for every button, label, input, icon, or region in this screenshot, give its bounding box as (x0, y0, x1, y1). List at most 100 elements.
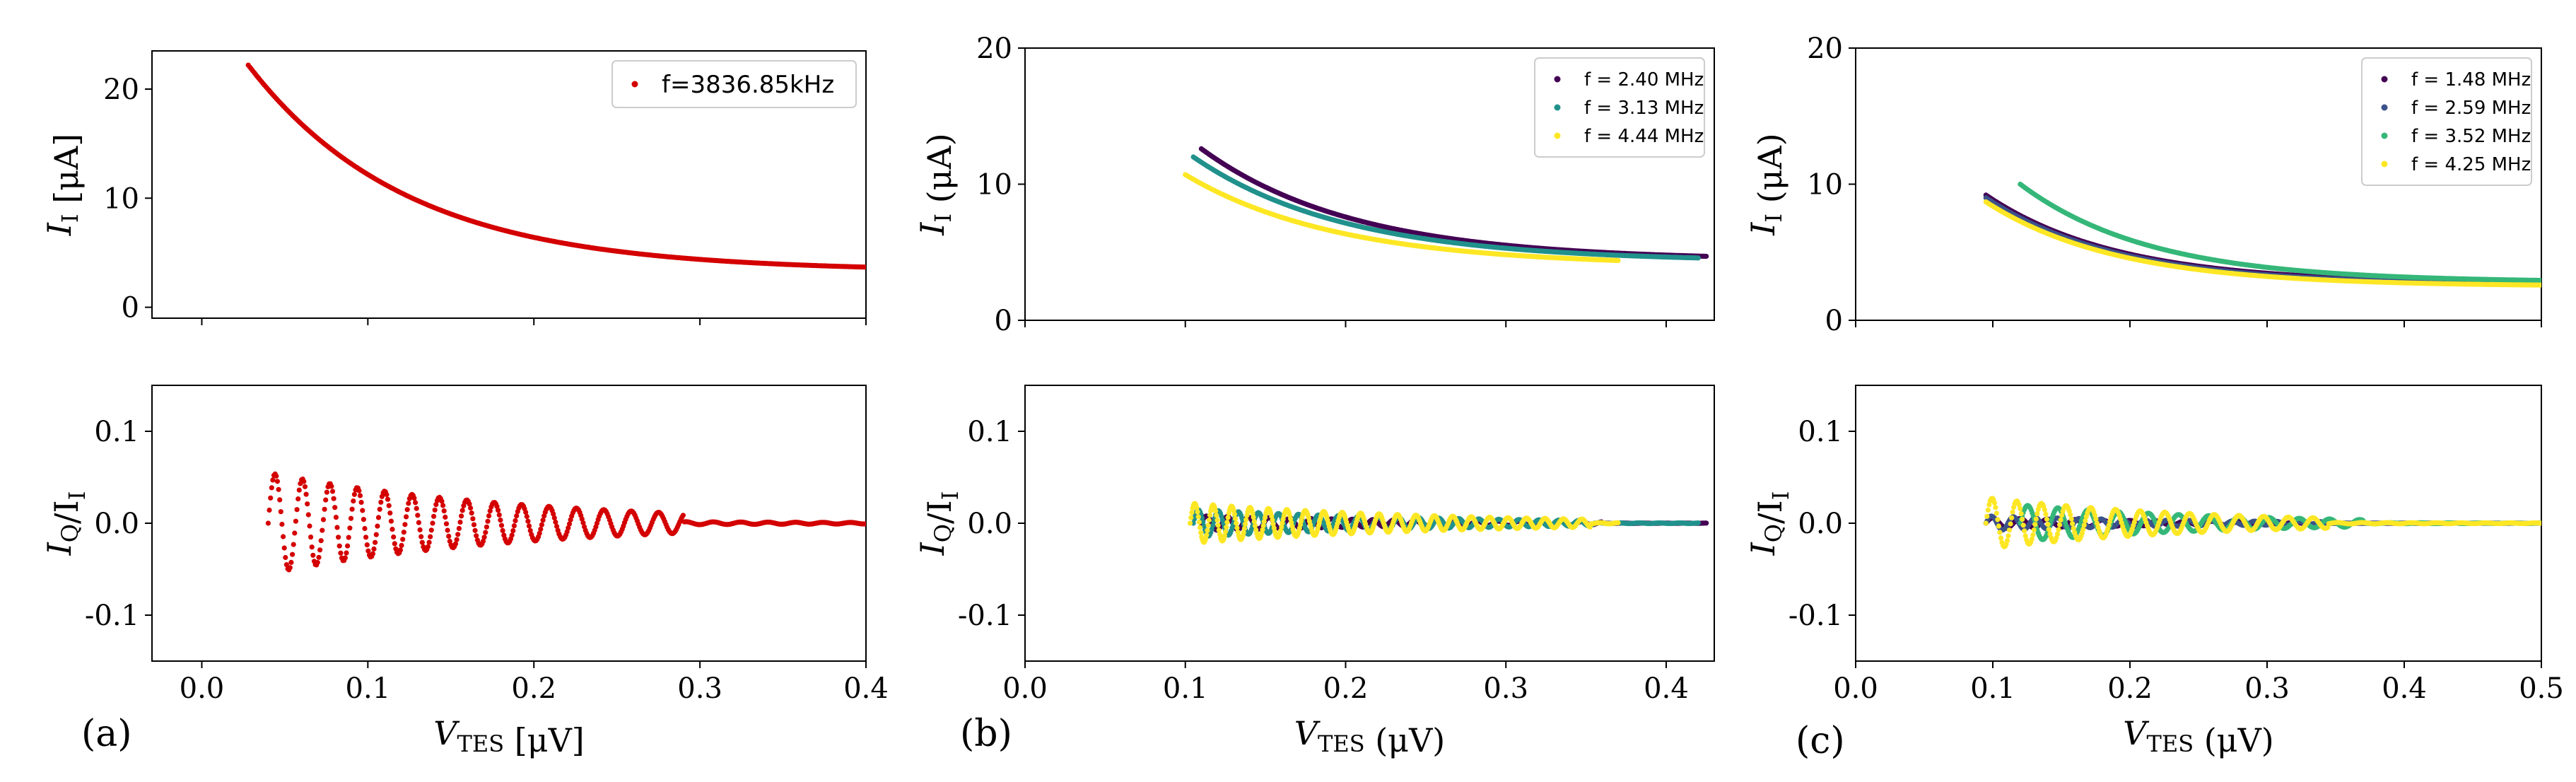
data-point (323, 497, 329, 503)
data-point (485, 518, 491, 524)
data-point (433, 502, 439, 508)
data-point (554, 523, 560, 530)
x-tick-label: 0.1 (346, 672, 391, 705)
data-point (338, 550, 344, 556)
x-tick-label: 0.1 (1163, 672, 1208, 705)
data-point (863, 521, 866, 527)
data-point (1213, 508, 1219, 514)
data-point (452, 541, 459, 547)
data-point (277, 497, 283, 503)
x-tick-label: 0.3 (677, 672, 722, 705)
data-point (295, 496, 301, 502)
data-point (1200, 519, 1206, 525)
x-axis-label: VTES (μV) (1294, 714, 1446, 759)
data-point (459, 513, 464, 519)
data-point (347, 525, 353, 531)
data-point (267, 507, 272, 513)
legend: f=3836.85kHz (611, 60, 857, 108)
data-layer (1983, 181, 2541, 288)
data-point (329, 484, 334, 489)
data-point (446, 533, 452, 539)
series-f-4-44-mhz (1187, 501, 1621, 545)
data-point (1215, 523, 1221, 528)
data-point (523, 509, 529, 515)
data-point (365, 548, 371, 554)
data-point (371, 546, 377, 552)
data-point (1210, 523, 1216, 529)
data-point (471, 522, 477, 527)
data-layer (1187, 501, 1709, 545)
data-point (1270, 517, 1275, 523)
data-point (301, 479, 307, 484)
data-point (1214, 513, 1219, 518)
data-point (1195, 509, 1200, 515)
data-point (318, 538, 324, 544)
data-point (370, 551, 376, 556)
data-point (1243, 521, 1248, 527)
y-axis-label: II (μA) (1744, 133, 1789, 235)
data-point (494, 503, 500, 509)
legend-label: f = 4.44 MHz (1584, 126, 1704, 147)
data-point (413, 500, 418, 506)
series-f-3-52-mhz (2018, 181, 2541, 284)
data-point (1615, 257, 1621, 263)
data-point (509, 532, 515, 538)
y-tick-label: 20 (103, 74, 139, 106)
x-axis-label: VTES [μV] (433, 714, 585, 759)
data-point (402, 522, 408, 527)
data-point (322, 506, 327, 512)
data-point (1241, 530, 1246, 535)
data-point (566, 521, 573, 527)
data-point (392, 541, 397, 547)
data-point (1234, 525, 1240, 531)
data-point (1252, 523, 1258, 529)
data-point (317, 547, 323, 553)
data-point (428, 527, 434, 533)
data-point (333, 515, 339, 520)
data-layer (245, 62, 866, 270)
data-point (344, 550, 349, 556)
data-point (1194, 505, 1200, 510)
data-point (1695, 520, 1701, 526)
data-point (1279, 524, 1284, 530)
data-point (414, 506, 419, 511)
data-point (483, 530, 488, 535)
data-point (1269, 513, 1275, 519)
data-point (1187, 520, 1193, 526)
data-point (269, 485, 274, 491)
data-point (496, 512, 502, 518)
data-point (265, 520, 271, 526)
data-point (351, 491, 357, 497)
data-point (292, 530, 298, 536)
data-point (415, 513, 421, 518)
data-point (416, 520, 422, 525)
y-axis-label: IQ/II (40, 491, 90, 556)
data-point (411, 495, 417, 501)
data-point (1251, 515, 1256, 520)
data-point (332, 505, 338, 510)
data-point (1189, 510, 1195, 515)
data-point (525, 518, 531, 524)
data-point (342, 555, 348, 561)
data-point (553, 519, 558, 525)
y-tick-label: 0 (122, 292, 139, 325)
data-point (1251, 519, 1257, 525)
data-point (290, 552, 295, 557)
series-f-3-13-mhz (1190, 154, 1701, 261)
y-tick-label: 10 (103, 182, 139, 215)
data-point (288, 559, 294, 566)
data-point (474, 533, 479, 539)
y-tick-label: 0.1 (94, 416, 139, 448)
data-point (1233, 515, 1239, 522)
data-point (336, 543, 342, 549)
data-point (320, 517, 327, 523)
y-tick-label: 0.0 (94, 508, 139, 540)
data-point (537, 530, 542, 536)
data-point (291, 542, 296, 547)
data-point (510, 528, 516, 534)
legend-label: f = 3.13 MHz (1584, 98, 1704, 119)
data-point (400, 537, 406, 542)
